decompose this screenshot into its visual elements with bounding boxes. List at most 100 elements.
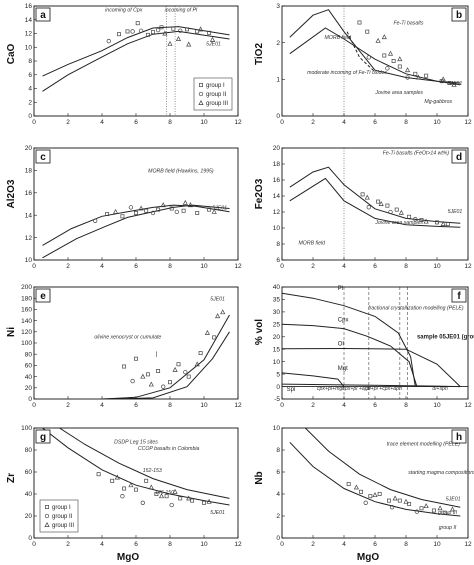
annotation: 5JE01 [210,296,225,302]
x-tick-label: 4 [100,119,104,126]
panel-frame [281,5,469,117]
data-point-group-ii [106,38,111,44]
data-point-group-i [181,208,186,213]
legend-marker [44,522,50,527]
panel-tag-box [451,149,467,164]
panel-frame [33,147,239,261]
x-tick-label: 4 [100,263,104,270]
y-tick-label: 10 [273,225,281,232]
data-point-group-i [190,498,195,503]
panel-frame [281,427,469,539]
x-tick-label: 12 [464,402,472,409]
annotation: fractional crystallization modelling (PE… [368,305,464,311]
data-point-group-i [413,71,418,76]
x-tick-label: 6 [134,119,138,126]
y-tick-label: 80 [25,351,33,358]
data-point-group-ii [128,205,134,210]
data-point-group-iii [172,366,178,372]
annotation: incoming of Pl [165,8,198,14]
annotation: MORB field [298,240,326,246]
annotation: 5JE01 [448,209,463,215]
legend-label: group I [52,505,71,511]
model-line [42,26,230,77]
data-point-group-i [120,214,125,219]
x-tick-label: 0 [280,119,284,126]
data-point-group-i [178,496,183,501]
x-tick-label: 6 [134,541,138,548]
annotation: Fe-Ti basalts (FeOt>14 wt%) [383,151,450,157]
y-tick-label: 8 [276,241,280,248]
panel-h: 0 2 4 6 8 10 12 0 2 4 6 8 10 trace element modelling … [273,425,474,548]
series-label: Pl [338,286,343,292]
data-point-group-iii [403,498,409,504]
series-line-mgt [282,372,345,387]
annotation: CCOP basalts in Colombia [138,446,200,452]
data-point-group-ii [174,209,179,214]
data-point-group-iii [160,202,166,208]
data-point-group-i [125,29,130,34]
legend-marker [198,100,204,105]
data-point-group-iii [148,381,154,387]
data-point-group-i [145,372,150,377]
panel-frame [281,286,469,400]
panel-h-xlabel: MgO [357,552,379,563]
y-tick-label: 10 [273,425,281,432]
x-tick-label: 0 [32,263,36,270]
annotation: 5JE01 [446,497,461,503]
y-tick-label: 2 [28,99,32,106]
panel-b-ylabel: TiO2 [254,43,265,65]
data-point-group-i [385,203,390,208]
annotation: Jovine area samples [374,220,423,226]
data-point-group-i [198,351,203,356]
data-point-group-i [435,220,439,225]
y-tick-label: 40 [273,284,281,291]
y-tick-label: 140 [21,318,32,325]
data-point-group-i [377,492,382,496]
data-point-group-iii [175,36,182,41]
annotation: DSDP Leg 15 sites [114,439,158,445]
data-point-group-i [431,508,436,513]
legend-marker [199,83,203,87]
x-tick-label: 12 [234,263,242,270]
data-point-group-i [169,206,174,211]
data-point-group-ii [414,509,420,514]
annotation: ol+spn [432,386,448,392]
data-point-group-iii [449,506,456,512]
y-tick-label: 25 [273,322,281,329]
data-point-group-i [164,494,169,499]
data-point-group-iii [387,50,394,56]
y-tick-label: 20 [25,145,33,152]
legend-label: group III [206,101,228,107]
x-tick-label: 6 [134,263,138,270]
annotation: Mg-gabbros [424,99,452,105]
x-tick-label: 8 [168,119,172,126]
data-point-group-iii [381,34,387,40]
model-line [42,204,230,259]
y-tick-label: 30 [273,309,281,316]
y-tick-label: 200 [21,284,32,291]
y-tick-label: 80 [25,447,33,454]
x-tick-label: 2 [311,402,315,409]
data-point-group-i [134,487,138,492]
data-point-group-ii [363,500,368,505]
data-point-group-ii [140,500,145,505]
panel-frame [33,286,239,400]
data-point-group-ii [150,210,156,216]
panel-frame [33,427,239,539]
data-point-group-ii [405,75,410,80]
data-point-group-iii [220,309,226,315]
data-point-group-iii [437,505,443,511]
panel-g-plot-area [42,428,230,508]
x-tick-label: 8 [168,263,172,270]
panel-a-ylabel: CaO [6,43,17,64]
data-point-group-ii [366,205,371,210]
x-tick-label: 8 [168,402,172,409]
data-point-group-i [207,30,212,35]
data-point-group-iii [113,208,119,214]
y-tick-label: 40 [25,491,33,498]
x-tick-label: 6 [373,263,377,270]
data-point-group-iii [209,36,216,42]
data-point-group-iii [440,221,446,226]
data-point-group-iii [206,498,212,504]
